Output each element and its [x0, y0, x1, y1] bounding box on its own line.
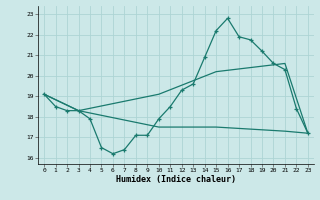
- X-axis label: Humidex (Indice chaleur): Humidex (Indice chaleur): [116, 175, 236, 184]
